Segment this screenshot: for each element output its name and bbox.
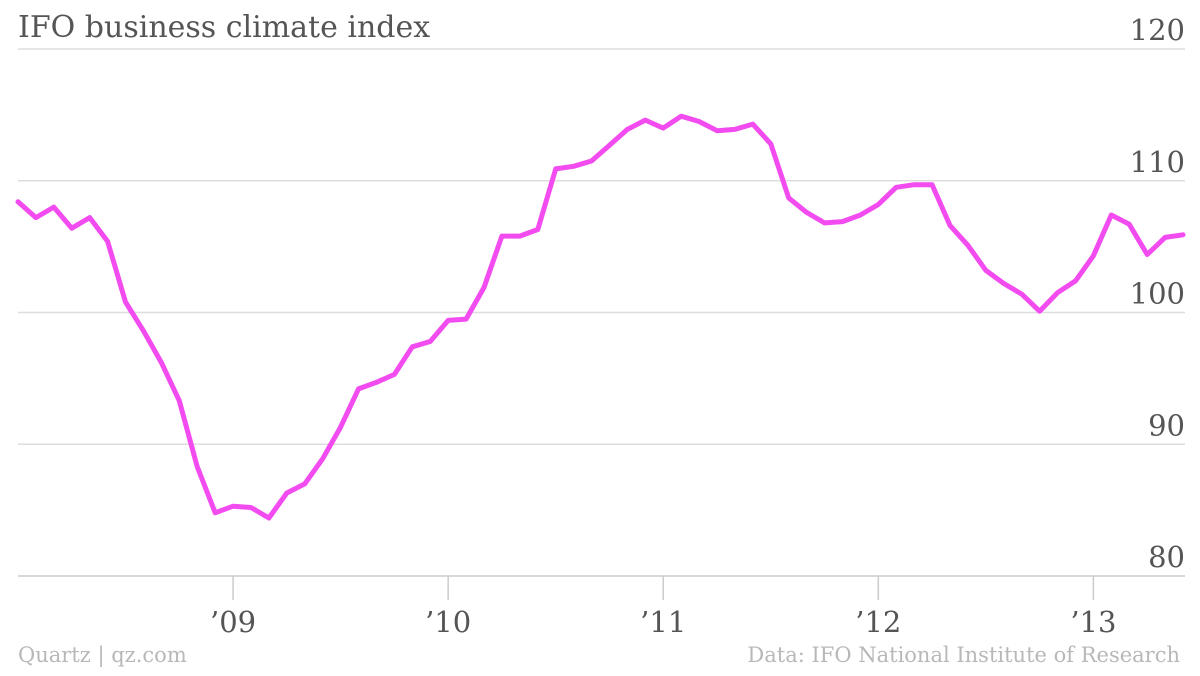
data-point bbox=[732, 127, 737, 132]
data-point bbox=[965, 243, 970, 248]
series-layer bbox=[15, 113, 1186, 521]
data-point bbox=[249, 505, 254, 510]
data-point bbox=[356, 386, 361, 391]
data-point bbox=[1163, 235, 1168, 240]
x-axis bbox=[232, 576, 1095, 600]
data-point bbox=[1181, 232, 1186, 237]
data-point bbox=[948, 223, 953, 228]
data-point bbox=[571, 164, 576, 169]
data-point bbox=[661, 126, 666, 131]
y-tick-label-90: 90 bbox=[1148, 408, 1185, 442]
data-point bbox=[446, 318, 451, 323]
data-point bbox=[983, 268, 988, 273]
data-point bbox=[284, 491, 289, 496]
data-point bbox=[876, 202, 881, 207]
data-point bbox=[679, 114, 684, 119]
series-line-0 bbox=[15, 113, 1186, 521]
data-point bbox=[786, 195, 791, 200]
data-point bbox=[643, 118, 648, 123]
data-point bbox=[51, 205, 56, 210]
data-point bbox=[159, 360, 164, 365]
data-point bbox=[482, 285, 487, 290]
credit-text: Quartz | qz.com bbox=[18, 643, 187, 667]
data-point bbox=[553, 166, 558, 171]
data-point bbox=[105, 239, 110, 244]
x-axis-labels: ’09 ’10 ’11 ’12 ’13 bbox=[210, 605, 1116, 639]
data-point bbox=[392, 372, 397, 377]
data-point bbox=[535, 227, 540, 232]
data-point bbox=[464, 317, 469, 322]
y-tick-label-110: 110 bbox=[1130, 145, 1185, 179]
data-point bbox=[930, 182, 935, 187]
data-point bbox=[177, 398, 182, 403]
y-tick-label-100: 100 bbox=[1130, 277, 1185, 311]
data-point bbox=[1127, 222, 1132, 227]
data-point bbox=[141, 328, 146, 333]
data-point bbox=[1019, 292, 1024, 297]
data-point bbox=[768, 141, 773, 146]
data-point bbox=[33, 215, 38, 220]
data-point bbox=[231, 504, 236, 509]
data-point bbox=[697, 119, 702, 124]
x-tick-label-1: ’10 bbox=[425, 605, 471, 639]
data-point bbox=[589, 159, 594, 164]
gridlines bbox=[18, 48, 1185, 577]
data-point bbox=[338, 425, 343, 430]
x-tick-label-0: ’09 bbox=[210, 605, 256, 639]
data-point bbox=[715, 128, 720, 133]
x-tick-label-2: ’11 bbox=[640, 605, 686, 639]
data-point bbox=[1001, 281, 1006, 286]
data-point bbox=[16, 199, 21, 204]
data-point bbox=[804, 210, 809, 215]
data-point bbox=[320, 456, 325, 461]
data-point bbox=[750, 122, 755, 127]
data-point bbox=[1037, 309, 1042, 314]
x-tick-label-3: ’12 bbox=[855, 605, 901, 639]
data-point bbox=[607, 143, 612, 148]
y-tick-label-80: 80 bbox=[1148, 540, 1185, 574]
data-point bbox=[1091, 253, 1096, 258]
data-point bbox=[1109, 213, 1114, 218]
data-point bbox=[123, 300, 128, 305]
data-point bbox=[374, 380, 379, 385]
data-point bbox=[517, 234, 522, 239]
data-point bbox=[410, 344, 415, 349]
data-point bbox=[858, 213, 863, 218]
data-point bbox=[195, 464, 200, 469]
data-point bbox=[1073, 278, 1078, 283]
data-point bbox=[1055, 290, 1060, 295]
data-point bbox=[1145, 252, 1150, 257]
data-point bbox=[822, 220, 827, 225]
data-point bbox=[213, 510, 218, 515]
data-point bbox=[87, 215, 92, 220]
data-point bbox=[625, 127, 630, 132]
data-point bbox=[840, 219, 845, 224]
chart-title: IFO business climate index bbox=[18, 10, 431, 45]
data-point bbox=[69, 226, 74, 231]
source-text: Data: IFO National Institute of Research bbox=[747, 643, 1180, 667]
x-tick-label-4: ’13 bbox=[1070, 605, 1116, 639]
data-point bbox=[912, 182, 917, 187]
y-tick-label-120: 120 bbox=[1130, 13, 1185, 47]
data-point bbox=[302, 481, 307, 486]
data-point bbox=[266, 516, 271, 521]
data-point bbox=[894, 185, 899, 190]
data-point bbox=[499, 234, 504, 239]
y-axis-labels: 80 90 100 110 120 bbox=[1130, 13, 1185, 574]
data-point bbox=[428, 339, 433, 344]
